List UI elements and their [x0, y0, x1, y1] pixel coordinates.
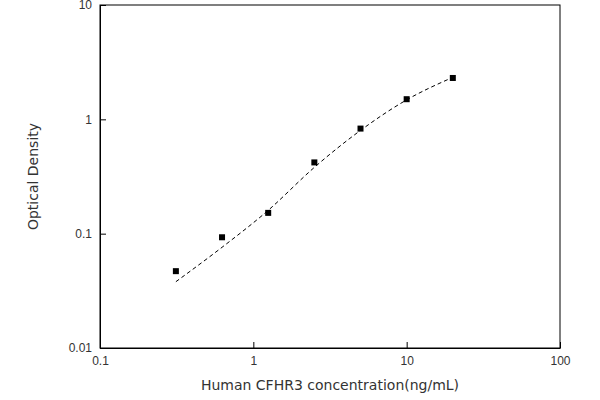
tick-mark — [100, 119, 106, 120]
axis-line — [101, 348, 561, 349]
plot-marks — [173, 75, 456, 282]
fit-line — [176, 77, 453, 281]
point — [265, 210, 271, 216]
tick-label: 0.01 — [69, 341, 93, 355]
point — [219, 234, 225, 240]
x-axis-title: Human CFHR3 concentration(ng/mL) — [201, 377, 459, 393]
axis-line — [100, 6, 101, 349]
tick-label: 10 — [400, 354, 414, 368]
plot-frame — [100, 5, 560, 348]
tick-mark — [100, 348, 106, 349]
x-axis: 0.1 1 10 100 — [92, 342, 571, 368]
y-axis-title: Optical Density — [25, 123, 41, 230]
chart: 0.11101000.010.1110Human CFHR3 concentra… — [0, 0, 600, 400]
y-axis: 0.01 0.1 1 10 — [69, 0, 106, 355]
tick: 0.1 — [75, 227, 106, 241]
tick-label: 100 — [550, 354, 570, 368]
tick: 1 — [250, 342, 257, 368]
tick: 10 — [79, 0, 106, 12]
point — [311, 159, 317, 165]
tick-label: 0.1 — [92, 354, 109, 368]
tick-mark — [253, 342, 254, 348]
tick-label: 1 — [250, 354, 257, 368]
point — [173, 268, 179, 274]
tick-label: 1 — [85, 113, 92, 127]
tick-label: 0.1 — [75, 227, 92, 241]
tick: 10 — [400, 342, 414, 368]
tick-mark — [407, 342, 408, 348]
tick-mark — [560, 342, 561, 348]
tick: 100 — [550, 342, 570, 368]
tick-mark — [100, 5, 106, 6]
tick-mark — [100, 234, 106, 235]
tick-label: 10 — [79, 0, 93, 12]
tick: 0.01 — [69, 341, 106, 355]
tick: 1 — [85, 113, 106, 127]
